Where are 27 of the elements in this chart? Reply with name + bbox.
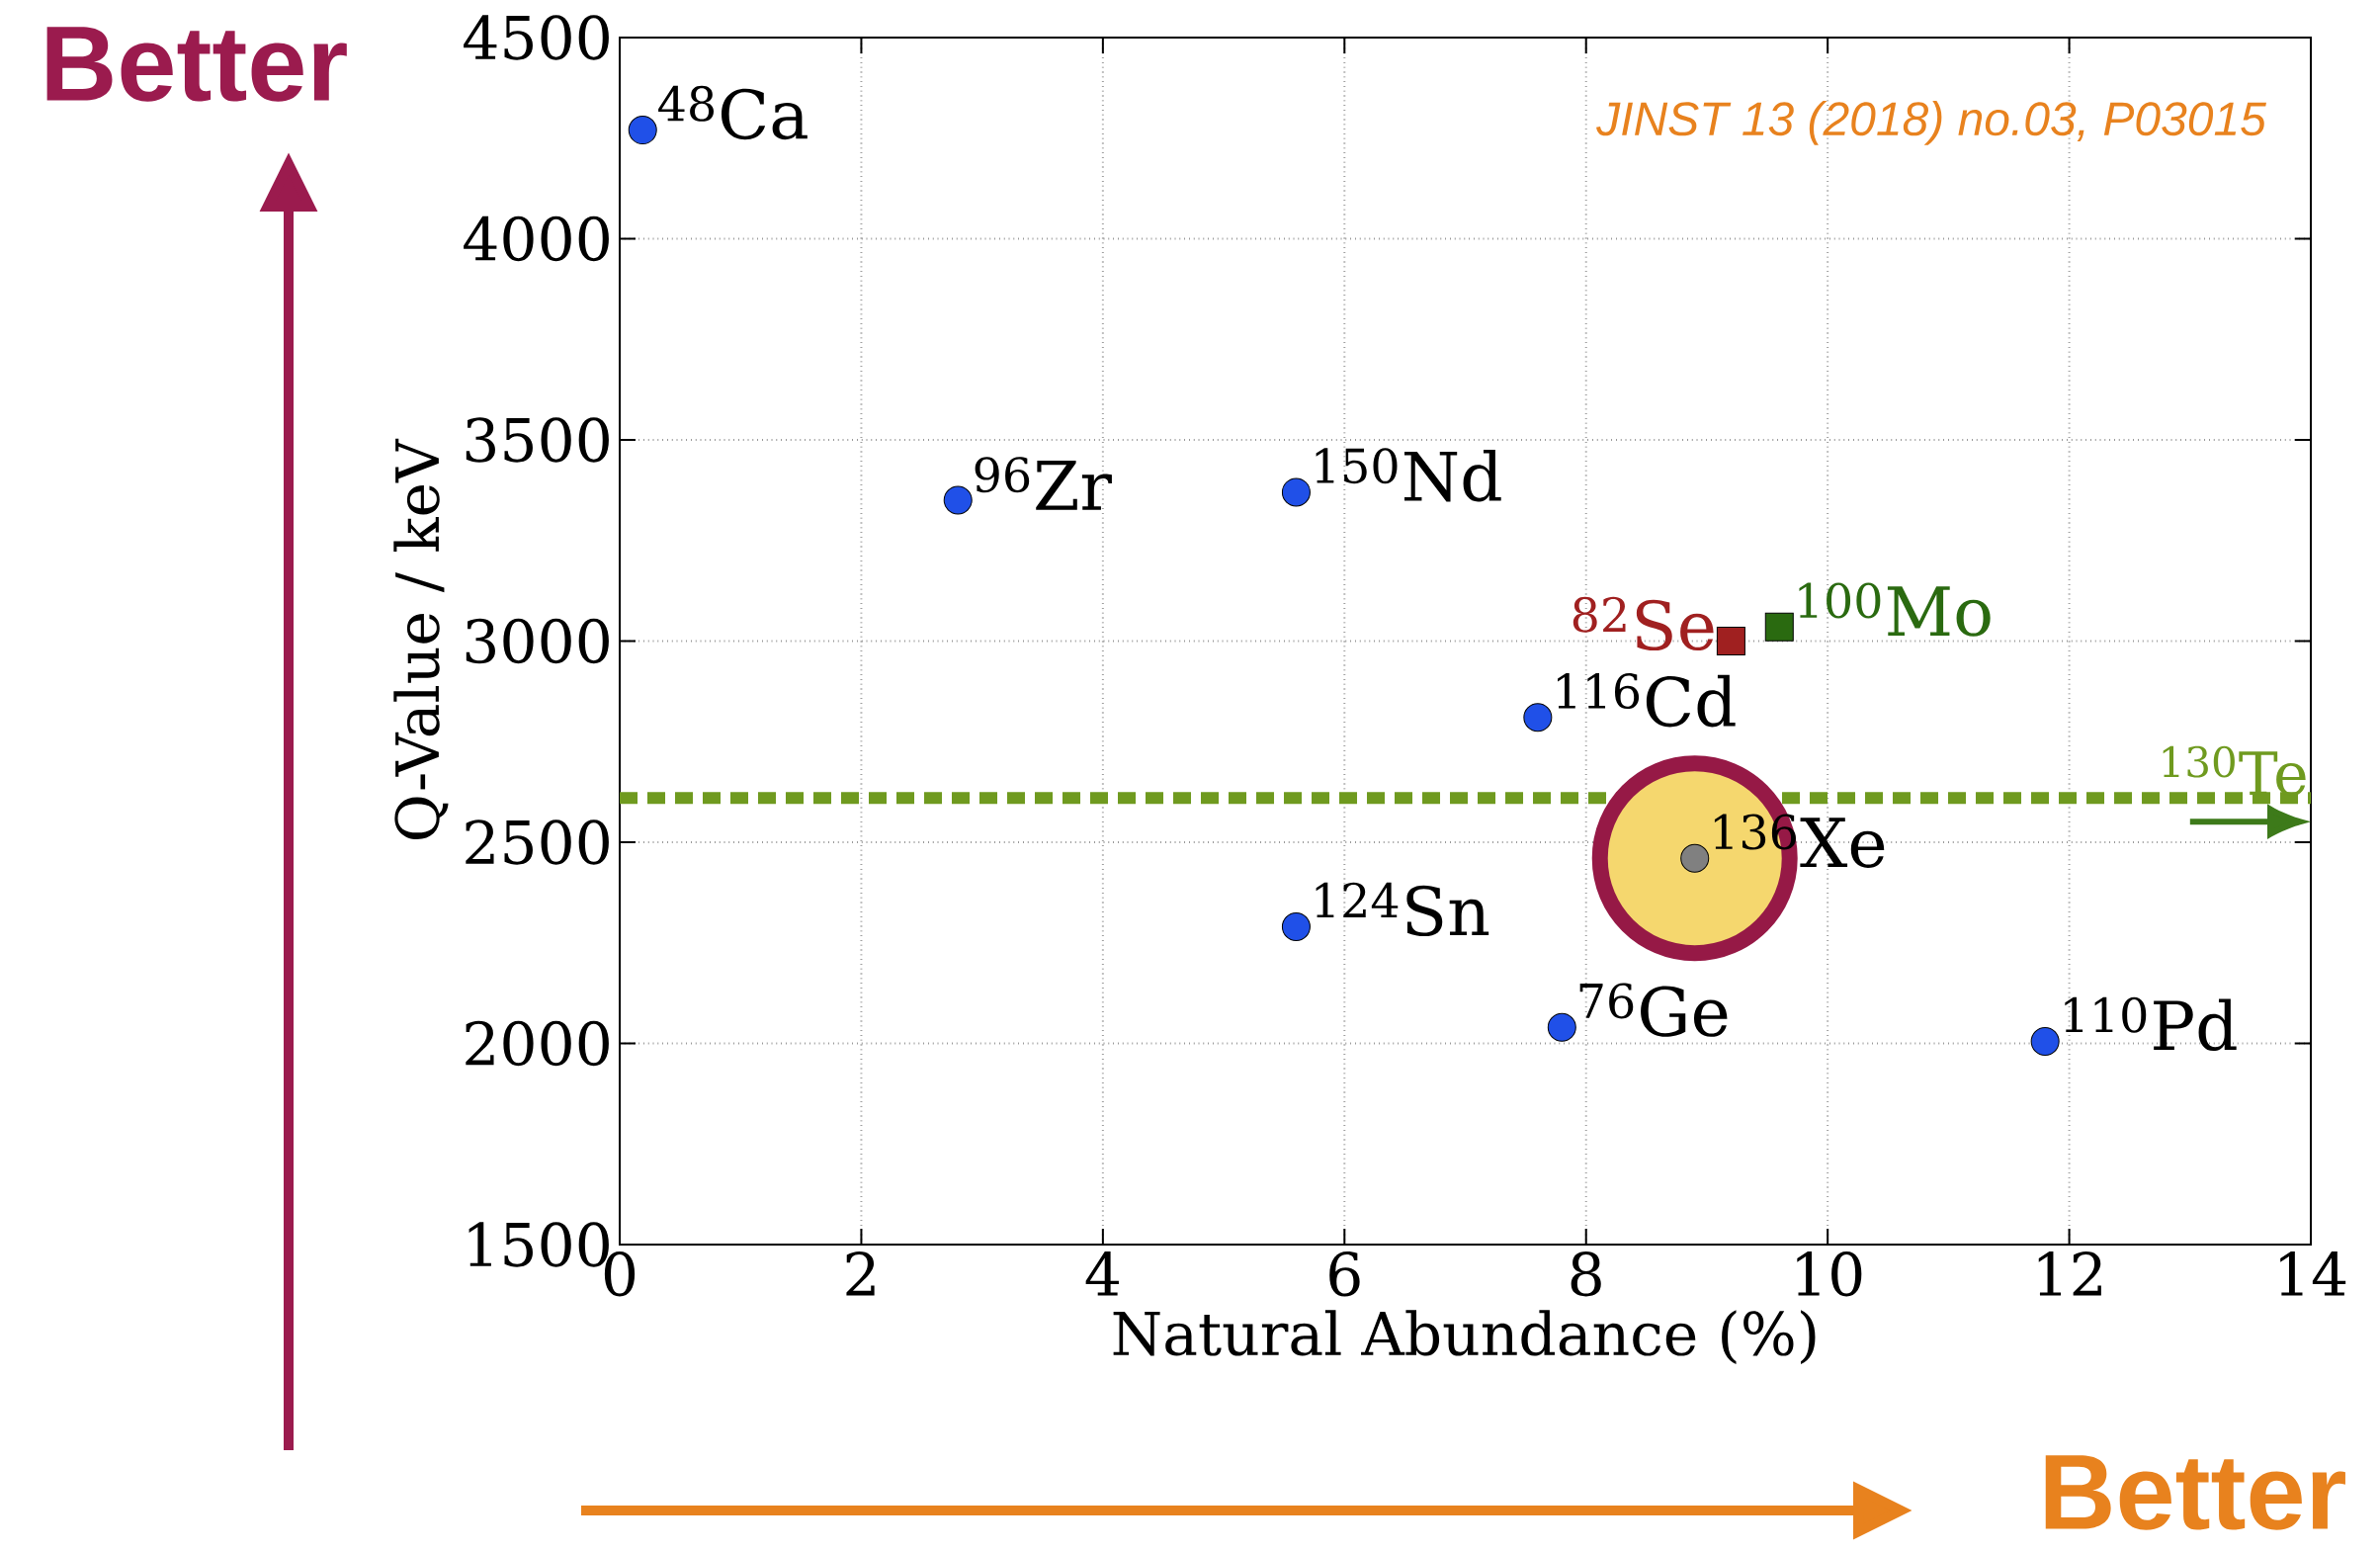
- y-axis-title: Q-Value / keV: [393, 438, 449, 840]
- annotation: $^{100}$Mo: [1799, 582, 1991, 637]
- annotation: $^{76}$Ge: [1579, 983, 1728, 1037]
- y-tick-label: 3500: [466, 417, 609, 463]
- annotation: $^{48}$Ca: [658, 85, 808, 140]
- annotation: $^{96}$Zr: [975, 457, 1112, 510]
- y-tick-label: 2500: [466, 819, 609, 865]
- y-tick-label: 2000: [466, 1020, 609, 1067]
- text: Better: [2045, 1455, 2345, 1530]
- x-tick-label: 12: [2038, 1251, 2101, 1296]
- annotation: JINST 13 (2018) no.03, P03015: [1596, 101, 2266, 145]
- x-axis-title: Natural Abundance (%): [1113, 1310, 1816, 1365]
- annotation: $^{124}$Sn: [1316, 882, 1489, 937]
- y-tick-label: 4500: [464, 15, 609, 60]
- x-tick-label: 4: [1085, 1251, 1119, 1296]
- x-tick-label: 2: [846, 1251, 875, 1296]
- y-tick-label: 4000: [464, 216, 609, 262]
- x-tick-label: 6: [1329, 1251, 1360, 1297]
- y-tick-label: 3000: [466, 618, 609, 664]
- annotation: $^{82}$Se: [1572, 596, 1714, 651]
- annotation: $^{116}$Cd: [1558, 673, 1736, 728]
- annotation: $^{110}$Pd: [2065, 996, 2237, 1052]
- annotation: $^{150}$Nd: [1316, 448, 1501, 502]
- text: Better: [46, 27, 347, 102]
- x-tick-label: 10: [1797, 1251, 1862, 1297]
- x-tick-label: 8: [1571, 1251, 1601, 1297]
- x-tick-label: 14: [2280, 1251, 2346, 1296]
